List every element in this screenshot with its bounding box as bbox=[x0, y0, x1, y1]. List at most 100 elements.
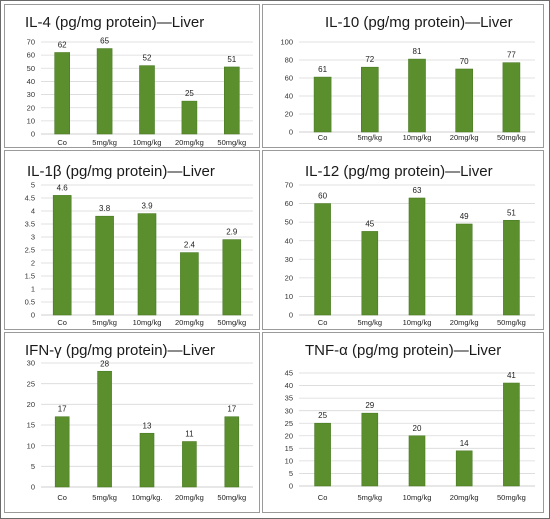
chart-svg: IL-12 (pg/mg protein)—Liver 0 10 20 30 40 50 60… bbox=[263, 151, 543, 329]
x-category-label: 50mg/kg bbox=[217, 318, 246, 327]
data-label: 14 bbox=[460, 439, 469, 448]
x-category-label: 20mg/kg bbox=[175, 138, 204, 147]
x-category-label: 5mg/kg bbox=[92, 138, 117, 147]
data-label: 72 bbox=[365, 55, 374, 64]
data-label: 4.6 bbox=[57, 183, 69, 192]
y-tick-label: 60 bbox=[285, 74, 293, 83]
data-label: 28 bbox=[100, 359, 109, 368]
x-category-label: 50mg/kg bbox=[497, 318, 526, 327]
y-tick-label: 0 bbox=[31, 483, 35, 492]
data-label: 52 bbox=[143, 54, 152, 63]
y-tick-label: 2 bbox=[31, 259, 35, 268]
y-tick-label: 30 bbox=[285, 255, 293, 264]
x-category-label: 50mg/kg bbox=[497, 493, 526, 502]
bar bbox=[55, 53, 70, 134]
y-tick-label: 10 bbox=[285, 456, 293, 465]
y-tick-label: 70 bbox=[285, 181, 293, 190]
chart-panel: TNF-α (pg/mg protein)—Liver 0 5 10 15 20 25 30 3… bbox=[262, 332, 544, 513]
data-label: 81 bbox=[413, 47, 422, 56]
chart-svg: TNF-α (pg/mg protein)—Liver 0 5 10 15 20 25 30 3… bbox=[263, 333, 543, 512]
y-tick-label: 15 bbox=[285, 444, 293, 453]
data-label: 25 bbox=[185, 89, 194, 98]
bar bbox=[361, 67, 378, 132]
y-tick-label: 30 bbox=[285, 406, 293, 415]
y-tick-label: 1.5 bbox=[25, 272, 35, 281]
y-tick-label: 20 bbox=[285, 431, 293, 440]
y-tick-label: 80 bbox=[285, 56, 293, 65]
y-tick-label: 5 bbox=[31, 462, 35, 471]
x-category-label: Co bbox=[318, 318, 328, 327]
chart-title: TNF-α (pg/mg protein)—Liver bbox=[305, 342, 501, 359]
y-tick-label: 3 bbox=[31, 233, 35, 242]
x-category-label: 5mg/kg bbox=[92, 493, 117, 502]
bar bbox=[182, 101, 197, 134]
x-category-label: 50mg/kg bbox=[217, 138, 246, 147]
y-tick-label: 35 bbox=[285, 394, 293, 403]
data-label: 70 bbox=[460, 57, 469, 66]
data-label: 61 bbox=[318, 65, 327, 74]
chart-svg: IL-1β (pg/mg protein)—Liver 0 0.5 1 1.5 2 2.5 3… bbox=[5, 151, 259, 329]
y-tick-label: 30 bbox=[27, 90, 35, 99]
chart-panel: IL-1β (pg/mg protein)—Liver 0 0.5 1 1.5 2 2.5 3… bbox=[4, 150, 260, 330]
chart-panel: IFN-γ (pg/mg protein)—Liver 0 5 10 15 20 25 30 1… bbox=[4, 332, 260, 513]
y-tick-label: 3.5 bbox=[25, 220, 35, 229]
bar bbox=[503, 383, 519, 486]
chart-svg: IL-10 (pg/mg protein)—Liver 0 20 40 60 80 100 6… bbox=[263, 5, 543, 147]
y-tick-label: 25 bbox=[27, 379, 35, 388]
y-tick-label: 0.5 bbox=[25, 298, 35, 307]
y-tick-label: 10 bbox=[285, 292, 293, 301]
x-category-label: 20mg/kg bbox=[175, 493, 204, 502]
y-tick-label: 5 bbox=[31, 181, 35, 190]
data-label: 41 bbox=[507, 371, 516, 380]
chart-svg: IL-4 (pg/mg protein)—Liver 0 10 20 30 40 50 60 7… bbox=[5, 5, 259, 147]
bar bbox=[180, 253, 198, 315]
y-tick-label: 60 bbox=[27, 51, 35, 60]
data-label: 49 bbox=[460, 212, 469, 221]
y-tick-label: 0 bbox=[289, 311, 293, 320]
y-tick-label: 25 bbox=[285, 419, 293, 428]
chart-title: IL-4 (pg/mg protein)—Liver bbox=[25, 14, 204, 31]
bar bbox=[503, 220, 519, 315]
data-label: 51 bbox=[227, 55, 236, 64]
bar bbox=[53, 195, 71, 315]
x-category-label: 10mg/kg bbox=[133, 138, 162, 147]
data-label: 11 bbox=[185, 430, 194, 439]
y-tick-label: 0 bbox=[31, 130, 35, 139]
x-category-label: 50mg/kg bbox=[497, 133, 526, 142]
bar bbox=[315, 204, 331, 315]
x-category-label: 20mg/kg bbox=[450, 133, 479, 142]
x-category-label: 10mg/kg bbox=[403, 318, 432, 327]
bar bbox=[409, 59, 426, 132]
x-category-label: 20mg/kg bbox=[450, 318, 479, 327]
bar bbox=[456, 451, 472, 486]
bar bbox=[96, 216, 114, 315]
chart-panel: IL-10 (pg/mg protein)—Liver 0 20 40 60 80 100 6… bbox=[262, 4, 544, 148]
x-category-label: Co bbox=[318, 493, 328, 502]
data-label: 29 bbox=[365, 401, 374, 410]
data-label: 3.8 bbox=[99, 204, 111, 213]
y-tick-label: 20 bbox=[285, 110, 293, 119]
x-category-label: 5mg/kg bbox=[357, 133, 382, 142]
x-category-label: 10mg/kg. bbox=[132, 493, 163, 502]
chart-panel: IL-4 (pg/mg protein)—Liver 0 10 20 30 40 50 60 7… bbox=[4, 4, 260, 148]
x-category-label: Co bbox=[57, 493, 67, 502]
chart-title: IFN-γ (pg/mg protein)—Liver bbox=[25, 342, 215, 359]
data-label: 45 bbox=[365, 219, 374, 228]
bar bbox=[409, 436, 425, 486]
x-category-label: Co bbox=[318, 133, 328, 142]
bar bbox=[456, 69, 473, 132]
bar bbox=[138, 214, 156, 315]
data-label: 2.9 bbox=[226, 228, 238, 237]
bar bbox=[315, 423, 331, 486]
y-tick-label: 45 bbox=[285, 369, 293, 378]
data-label: 51 bbox=[507, 208, 516, 217]
data-label: 65 bbox=[100, 37, 109, 46]
bar bbox=[55, 417, 69, 487]
chart-svg: IFN-γ (pg/mg protein)—Liver 0 5 10 15 20 25 30 1… bbox=[5, 333, 259, 512]
x-category-label: 10mg/kg bbox=[403, 133, 432, 142]
data-label: 20 bbox=[413, 424, 422, 433]
bar bbox=[225, 417, 239, 487]
y-tick-label: 20 bbox=[27, 400, 35, 409]
y-tick-label: 30 bbox=[27, 359, 35, 368]
bar bbox=[140, 433, 154, 487]
